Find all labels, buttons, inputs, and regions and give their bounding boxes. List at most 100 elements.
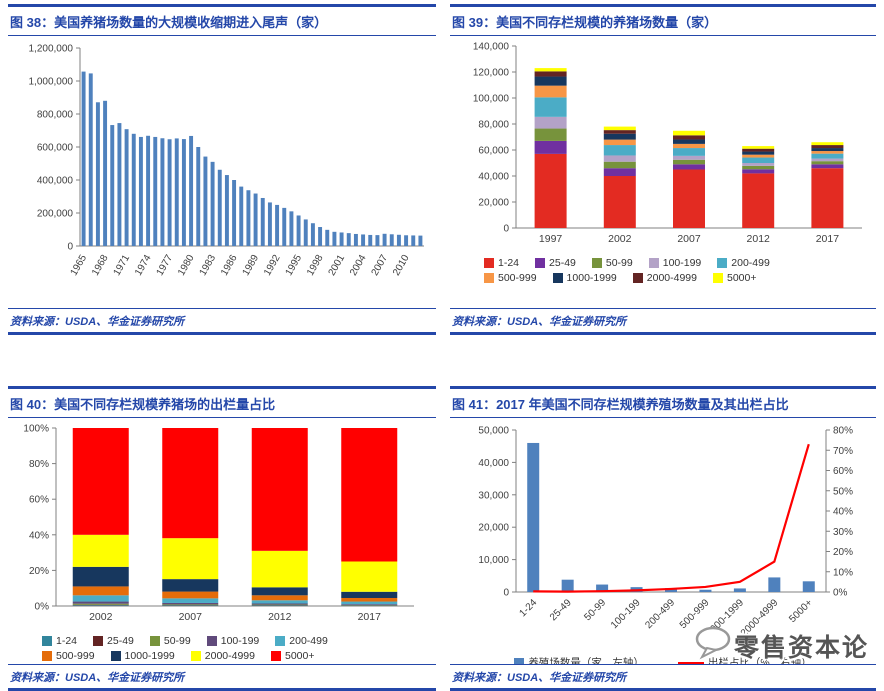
legend-label: 50-99 xyxy=(163,635,191,647)
svg-text:1997: 1997 xyxy=(539,233,563,245)
figure-40-chart: 0% 20% 40% 60% 80% 100% 2002 2007 2012 2017 1-24 25… xyxy=(8,418,436,664)
legend-item-5000+: 5000+ xyxy=(270,649,315,663)
legend-label: 25-49 xyxy=(549,257,576,269)
svg-text:40,000: 40,000 xyxy=(478,172,509,183)
legend-label: 养殖场数量（家，左轴） xyxy=(528,657,644,664)
square-legend-marker xyxy=(190,651,201,661)
watermark-text: 零售资本论 xyxy=(734,633,870,662)
svg-text:25-49: 25-49 xyxy=(548,597,574,623)
square-legend-marker xyxy=(275,636,286,646)
svg-text:2010: 2010 xyxy=(391,253,412,278)
svg-text:0%: 0% xyxy=(833,588,848,599)
legend-item-100-199: 100-199 xyxy=(648,256,701,270)
legend-label: 1-24 xyxy=(498,257,520,269)
figure-38-title: 图 38：美国养猪场数量的大规模收缩期进入尾声（家） xyxy=(8,7,436,36)
figure-40-source: 资料来源：USDA、华金证券研究所 xyxy=(8,664,436,688)
svg-text:20,000: 20,000 xyxy=(478,198,509,209)
figure-38-chart: 0 200,000 400,000 600,000 800,000 1,000,000 1,… xyxy=(8,36,436,308)
svg-text:60%: 60% xyxy=(833,466,853,477)
svg-text:1983: 1983 xyxy=(198,253,219,278)
svg-text:80,000: 80,000 xyxy=(478,120,509,131)
speech-bubble-icon xyxy=(694,626,732,665)
watermark: 零售资本论 xyxy=(694,626,869,665)
square-legend-marker xyxy=(484,258,494,268)
svg-text:30,000: 30,000 xyxy=(478,490,509,501)
legend-item-25-49: 25-49 xyxy=(535,256,576,270)
legend-item-5000+: 5000+ xyxy=(712,271,757,285)
legend-label: 200-499 xyxy=(731,257,770,269)
legend-item-50-99: 50-99 xyxy=(149,634,191,648)
square-legend-marker xyxy=(712,273,723,283)
svg-text:70%: 70% xyxy=(833,446,853,457)
svg-text:50,000: 50,000 xyxy=(478,426,509,437)
figure-40-panel: 图 40：美国不同存栏规模养猪场的出栏量占比 0% 20% 40% 60% 80% 100… xyxy=(8,386,436,691)
svg-text:2004: 2004 xyxy=(348,253,369,278)
svg-text:1989: 1989 xyxy=(241,253,262,278)
square-legend-marker xyxy=(717,258,728,268)
legend-label: 200-499 xyxy=(289,635,328,647)
square-legend-marker xyxy=(591,258,602,268)
square-legend-marker xyxy=(632,273,643,283)
svg-text:2001: 2001 xyxy=(327,253,348,278)
svg-text:2017: 2017 xyxy=(816,233,840,245)
legend-label: 1000-1999 xyxy=(566,272,617,284)
legend-item-50-99: 50-99 xyxy=(591,256,633,270)
svg-text:600,000: 600,000 xyxy=(37,143,74,154)
square-legend-marker xyxy=(93,636,104,646)
svg-text:100-199: 100-199 xyxy=(609,597,643,631)
figure-41-panel: 图 41：2017 年美国不同存栏规模养殖场数量及其出栏占比 0 10,000 20… xyxy=(450,386,876,691)
svg-text:5000+: 5000+ xyxy=(787,597,815,625)
legend-label: 25-49 xyxy=(107,635,134,647)
svg-text:1-24: 1-24 xyxy=(517,597,539,619)
legend-row: 500-999 1000-1999 2000-4999 5000+ xyxy=(8,649,436,663)
square-legend-marker xyxy=(270,651,281,661)
figure-39-title: 图 39：美国不同存栏规模的养猪场数量（家） xyxy=(450,7,876,36)
square-legend-marker xyxy=(110,651,121,661)
svg-text:100,000: 100,000 xyxy=(473,94,510,105)
legend-item-出栏占比（%，右轴）: 出栏占比（%，右轴） xyxy=(677,656,812,664)
svg-text:50%: 50% xyxy=(833,486,853,497)
legend-label: 500-999 xyxy=(56,650,95,662)
svg-text:80%: 80% xyxy=(29,459,49,470)
svg-text:50-99: 50-99 xyxy=(582,597,608,623)
figure-39-chart: 0 20,000 40,000 60,000 80,000 100,000 120,000 1… xyxy=(450,36,876,308)
svg-text:1995: 1995 xyxy=(284,253,305,278)
figure-38-source: 资料来源：USDA、华金证券研究所 xyxy=(8,308,436,332)
figure-39-panel: 图 39：美国不同存栏规模的养猪场数量（家） 0 20,000 40,000 60,0… xyxy=(450,4,876,335)
svg-text:2017: 2017 xyxy=(358,611,382,623)
svg-text:2012: 2012 xyxy=(747,233,771,245)
svg-text:60%: 60% xyxy=(29,495,49,506)
svg-text:0: 0 xyxy=(503,588,509,599)
square-legend-marker xyxy=(206,636,217,646)
figure-40-title: 图 40：美国不同存栏规模养猪场的出栏量占比 xyxy=(8,389,436,418)
figure-41-title: 图 41：2017 年美国不同存栏规模养殖场数量及其出栏占比 xyxy=(450,389,876,418)
square-legend-marker xyxy=(484,273,494,283)
square-legend-marker xyxy=(535,258,546,268)
legend-item-养殖场数量（家，左轴）: 养殖场数量（家，左轴） xyxy=(514,656,644,664)
legend-label: 5000+ xyxy=(726,272,757,284)
legend-label: 2000-4999 xyxy=(646,272,697,284)
svg-text:2007: 2007 xyxy=(677,233,701,245)
svg-text:1974: 1974 xyxy=(133,253,154,278)
svg-text:140,000: 140,000 xyxy=(473,42,510,53)
square-legend-marker xyxy=(42,651,52,661)
svg-text:10,000: 10,000 xyxy=(478,555,509,566)
svg-text:40%: 40% xyxy=(29,530,49,541)
svg-text:2007: 2007 xyxy=(370,253,391,278)
svg-text:400,000: 400,000 xyxy=(37,176,74,187)
legend-item-2000-4999: 2000-4999 xyxy=(190,649,255,663)
svg-text:10%: 10% xyxy=(833,567,853,578)
legend-item-25-49: 25-49 xyxy=(93,634,134,648)
legend-row: 1-24 25-49 50-99 100-199 200-499 xyxy=(8,634,436,648)
svg-text:0: 0 xyxy=(503,224,509,235)
svg-text:200-499: 200-499 xyxy=(643,597,677,631)
svg-text:0%: 0% xyxy=(35,602,50,613)
svg-text:800,000: 800,000 xyxy=(37,110,74,121)
svg-text:40%: 40% xyxy=(833,507,853,518)
figure-38-panel: 图 38：美国养猪场数量的大规模收缩期进入尾声（家） 0 200,000 400,0… xyxy=(8,4,436,335)
square-legend-marker xyxy=(552,273,563,283)
figure-41-source: 资料来源：USDA、华金证券研究所 xyxy=(450,664,876,688)
legend-label: 出栏占比（%，右轴） xyxy=(707,657,812,664)
legend-label: 5000+ xyxy=(284,650,315,662)
